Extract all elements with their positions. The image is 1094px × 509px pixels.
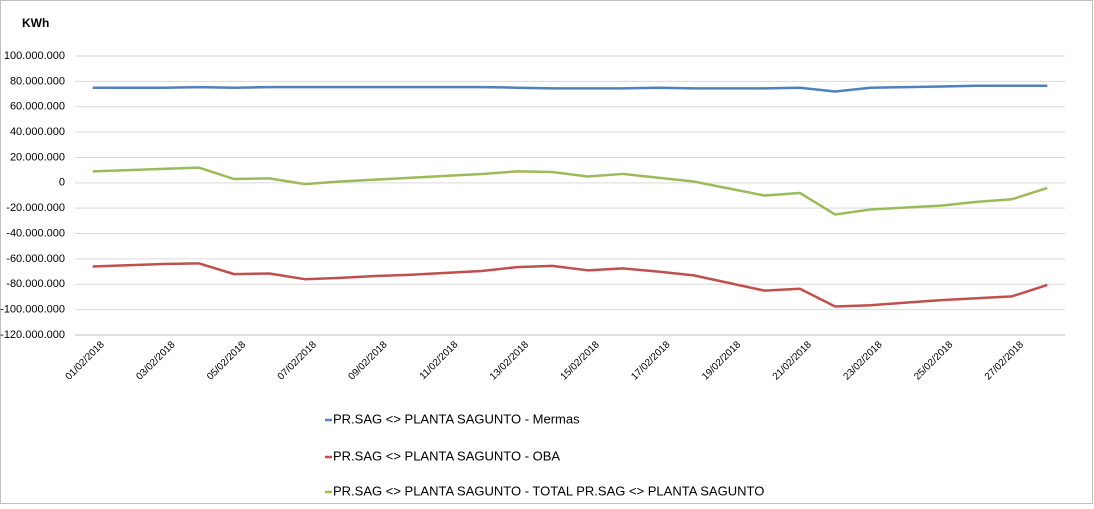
y-tick-label: -20.000.000 [6,202,65,214]
series-line [92,84,1048,93]
y-tick-label: 60.000.000 [10,101,65,113]
y-tick-label: 40.000.000 [10,126,65,138]
axis-unit-title: KWh [22,16,49,30]
series-line [92,262,1048,308]
y-tick-label: 80.000.000 [10,75,65,87]
y-tick-label: 100.000.000 [4,50,65,62]
y-tick-label: -40.000.000 [6,227,65,239]
y-tick-label: -100.000.000 [0,304,65,316]
legend-label: PR.SAG <> PLANTA SAGUNTO - OBA [333,448,560,463]
y-tick-label: -60.000.000 [6,253,65,265]
legend-label: PR.SAG <> PLANTA SAGUNTO - TOTAL PR.SAG … [333,483,764,498]
y-tick-label: -80.000.000 [6,278,65,290]
y-tick-label: -120.000.000 [0,329,65,341]
y-tick-label: 20.000.000 [10,151,65,163]
legend-label: PR.SAG <> PLANTA SAGUNTO - Mermas [333,411,580,426]
series-line [92,166,1048,216]
y-tick-label: 0 [59,177,65,189]
